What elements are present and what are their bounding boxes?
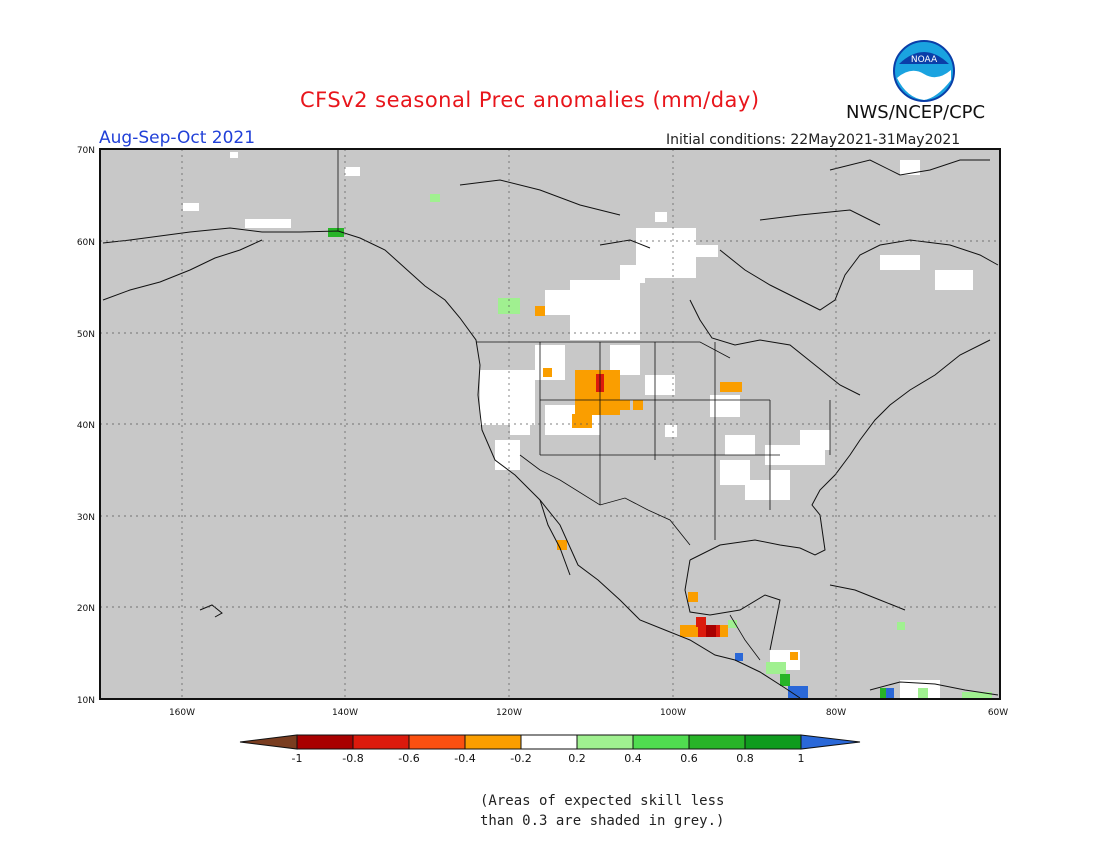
lat-tick-labels: 70N 60N 50N 40N 30N 20N 10N	[77, 146, 95, 706]
colorbar-label: 0.4	[624, 752, 642, 765]
lat-tick: 60N	[77, 238, 95, 248]
colorbar-bin	[352, 734, 410, 750]
lon-tick: 60W	[988, 708, 1008, 718]
lon-tick: 140W	[332, 708, 358, 718]
lon-tick: 160W	[169, 708, 195, 718]
lat-tick: 20N	[77, 604, 95, 614]
colorbar-label: -0.4	[454, 752, 475, 765]
colorbar-bin	[296, 734, 354, 750]
lat-tick: 40N	[77, 421, 95, 431]
coastlines	[102, 159, 999, 699]
colorbar-bin	[520, 734, 578, 750]
colorbar-label: 1	[798, 752, 805, 765]
logo-text: NOAA	[911, 55, 938, 65]
colorbar-labels: -1 -0.8 -0.6 -0.4 -0.2 0.2 0.4 0.6 0.8 1	[292, 752, 805, 765]
colorbar-label: -0.8	[342, 752, 363, 765]
lat-tick: 50N	[77, 330, 95, 340]
colorbar-label: -0.2	[510, 752, 531, 765]
skill-note-line-1: (Areas of expected skill less	[480, 793, 725, 809]
skill-note: (Areas of expected skill less than 0.3 a…	[480, 791, 724, 831]
colorbar-bin	[744, 734, 802, 750]
lat-tick: 70N	[77, 146, 95, 156]
initial-conditions-label: Initial conditions: 22May2021-31May2021	[666, 132, 961, 148]
colorbar-label: -1	[292, 752, 303, 765]
lon-tick: 120W	[496, 708, 522, 718]
colorbar-bin	[464, 734, 522, 750]
agency-label: NWS/NCEP/CPC	[846, 102, 986, 123]
grid-lines	[100, 149, 1000, 699]
colorbar-label: 0.6	[680, 752, 698, 765]
colorbar-bin	[688, 734, 746, 750]
lon-tick: 80W	[826, 708, 846, 718]
lon-tick-labels: 160W 140W 120W 100W 80W 60W	[169, 708, 1008, 718]
near-normal-areas	[183, 152, 973, 698]
lat-tick: 30N	[77, 513, 95, 523]
colorbar-bin	[576, 734, 634, 750]
season-label: Aug-Sep-Oct 2021	[99, 128, 256, 148]
political-borders	[337, 150, 831, 661]
colorbar-end-low	[239, 734, 298, 750]
noaa-logo: NOAA	[893, 40, 955, 102]
colorbar-label: -0.6	[398, 752, 419, 765]
colorbar-label: 0.2	[568, 752, 586, 765]
wet-anomaly-areas	[328, 194, 992, 698]
lat-tick: 10N	[77, 696, 95, 706]
colorbar-end-high	[800, 734, 861, 750]
colorbar-bin	[632, 734, 690, 750]
colorbar-label: 0.8	[736, 752, 754, 765]
lon-tick: 100W	[660, 708, 686, 718]
colorbar	[239, 734, 861, 750]
map-frame	[99, 148, 1001, 700]
colorbar-bin	[408, 734, 466, 750]
chart-title: CFSv2 seasonal Prec anomalies (mm/day)	[300, 88, 760, 112]
skill-note-line-2: than 0.3 are shaded in grey.)	[480, 813, 725, 829]
